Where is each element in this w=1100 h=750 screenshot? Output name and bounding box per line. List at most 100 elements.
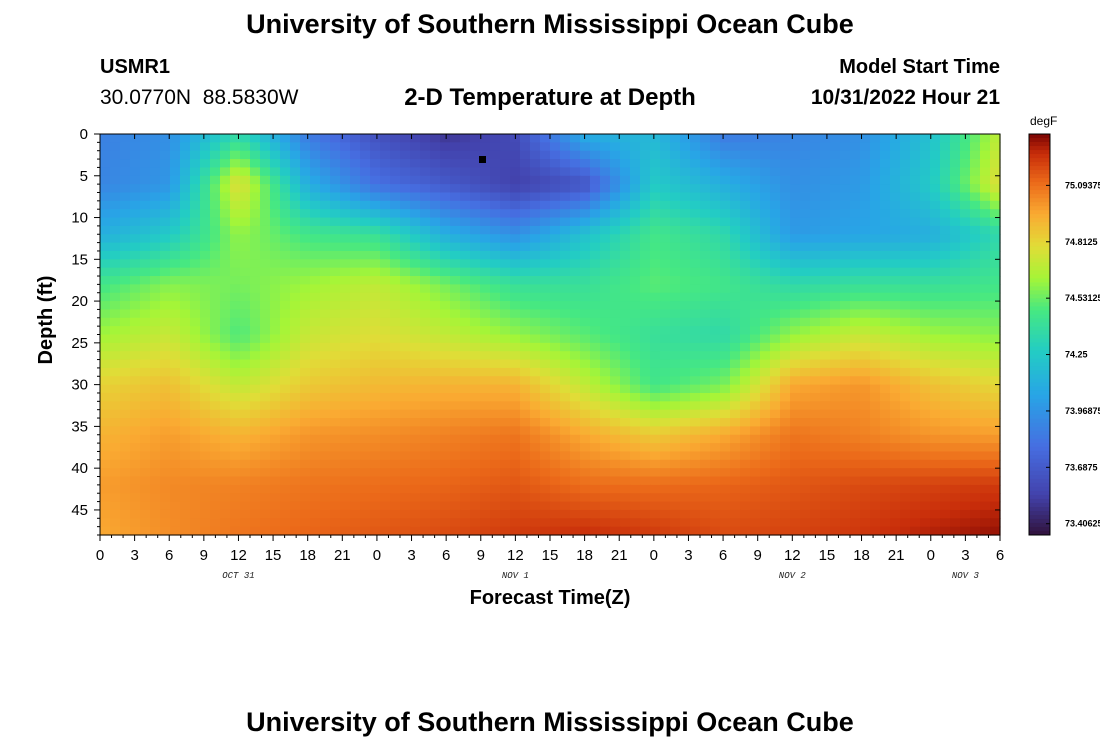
heatmap-cell: [920, 367, 931, 377]
heatmap-cell: [910, 509, 921, 519]
heatmap-cell: [920, 134, 931, 143]
heatmap-cell: [120, 476, 131, 486]
heatmap-cell: [590, 217, 601, 227]
heatmap-cell: [870, 225, 881, 235]
heatmap-cell: [310, 468, 321, 478]
heatmap-cell: [850, 493, 861, 503]
heatmap-cell: [260, 484, 271, 494]
heatmap-cell: [820, 493, 831, 503]
heatmap-cell: [830, 401, 841, 411]
heatmap-cell: [490, 526, 501, 536]
heatmap-cell: [250, 418, 261, 427]
heatmap-cell: [220, 401, 231, 411]
heatmap-cell: [660, 509, 671, 519]
heatmap-cell: [170, 326, 181, 336]
heatmap-cell: [400, 134, 411, 143]
heatmap-cell: [380, 484, 391, 494]
heatmap-cell: [820, 167, 831, 177]
colorbar-segment: [1029, 154, 1050, 159]
heatmap-cell: [400, 267, 411, 277]
heatmap-cell: [860, 351, 871, 361]
heatmap-cell: [900, 493, 911, 503]
heatmap-cell: [310, 418, 321, 427]
heatmap-cell: [570, 418, 581, 427]
heatmap-cell: [470, 418, 481, 427]
heatmap-cell: [750, 301, 761, 311]
heatmap-cell: [530, 317, 541, 327]
heatmap-cell: [790, 384, 801, 394]
heatmap-cell: [720, 392, 731, 402]
heatmap-cell: [200, 351, 211, 361]
heatmap-cell: [880, 326, 891, 336]
heatmap-cell: [360, 334, 371, 344]
heatmap-cell: [350, 309, 361, 319]
heatmap-cell: [560, 150, 571, 160]
heatmap-cell: [450, 376, 461, 386]
heatmap-cell: [430, 367, 441, 377]
heatmap-cell: [420, 209, 431, 219]
heatmap-cell: [730, 317, 741, 327]
heatmap-cell: [120, 451, 131, 461]
heatmap-cell: [230, 359, 241, 369]
heatmap-cell: [880, 459, 891, 469]
heatmap-cell: [840, 217, 851, 227]
heatmap-cell: [520, 418, 531, 427]
heatmap-cell: [680, 309, 691, 319]
heatmap-cell: [150, 192, 161, 202]
heatmap-cell: [570, 234, 581, 244]
heatmap-cell: [220, 518, 231, 528]
heatmap-cell: [600, 418, 611, 427]
heatmap-cell: [320, 384, 331, 394]
heatmap-cell: [160, 351, 171, 361]
heatmap-cell: [160, 267, 171, 277]
heatmap-cell: [100, 326, 111, 336]
heatmap-cell: [880, 284, 891, 294]
heatmap-cell: [560, 317, 571, 327]
heatmap-cell: [400, 192, 411, 202]
heatmap-cell: [700, 317, 711, 327]
heatmap-cell: [340, 234, 351, 244]
heatmap-cell: [710, 150, 721, 160]
heatmap-cell: [210, 242, 221, 252]
y-tick-label: 45: [71, 502, 88, 519]
heatmap-cell: [290, 217, 301, 227]
heatmap-cell: [570, 526, 581, 536]
heatmap-cell: [890, 184, 901, 194]
heatmap-cell: [940, 376, 951, 386]
heatmap-cell: [720, 167, 731, 177]
heatmap-cell: [920, 167, 931, 177]
heatmap-cell: [170, 484, 181, 494]
heatmap-cell: [580, 250, 591, 260]
heatmap-cell: [510, 317, 521, 327]
x-tick-label: 6: [442, 547, 450, 564]
heatmap-cell: [830, 359, 841, 369]
heatmap-cell: [660, 392, 671, 402]
heatmap-cell: [870, 451, 881, 461]
heatmap-cell: [640, 242, 651, 252]
heatmap-cell: [390, 459, 401, 469]
heatmap-cell: [970, 526, 981, 536]
heatmap-cell: [300, 518, 311, 528]
heatmap-cell: [970, 192, 981, 202]
heatmap-cell: [560, 443, 571, 453]
heatmap-cell: [760, 401, 771, 411]
heatmap-cell: [840, 134, 851, 143]
heatmap-cell: [650, 225, 661, 235]
heatmap-cell: [110, 242, 121, 252]
heatmap-cell: [630, 317, 641, 327]
heatmap-cell: [630, 418, 641, 427]
heatmap-cell: [410, 418, 421, 427]
heatmap-cell: [980, 267, 991, 277]
heatmap-cell: [840, 284, 851, 294]
heatmap-cell: [480, 342, 491, 352]
heatmap-cell: [640, 276, 651, 285]
heatmap-cell: [480, 167, 491, 177]
heatmap-cell: [960, 384, 971, 394]
heatmap-cell: [640, 501, 651, 511]
heatmap-cell: [540, 384, 551, 394]
heatmap-cell: [620, 284, 631, 294]
heatmap-cell: [910, 459, 921, 469]
heatmap-cell: [640, 443, 651, 453]
heatmap-cell: [530, 493, 541, 503]
heatmap-cell: [380, 292, 391, 302]
